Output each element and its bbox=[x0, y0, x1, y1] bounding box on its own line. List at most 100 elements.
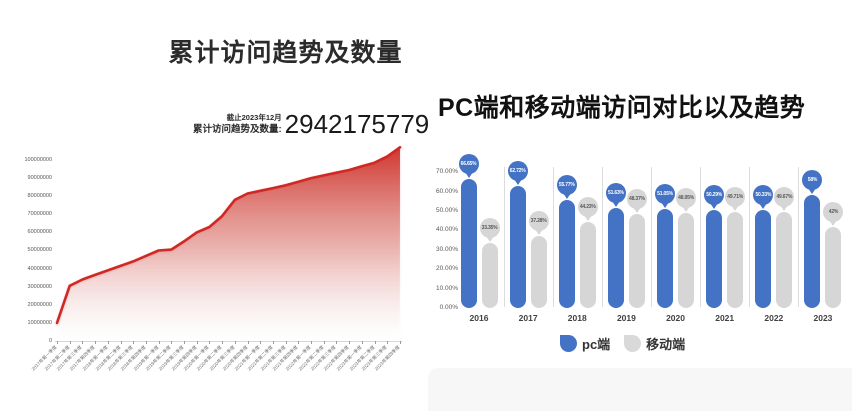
balloon-tail-icon bbox=[710, 203, 719, 210]
right-y-tick-label: 60.00% bbox=[435, 187, 458, 195]
group-separator bbox=[552, 167, 554, 307]
left-x-tick bbox=[82, 341, 84, 344]
left-x-tick bbox=[400, 341, 401, 344]
left-y-tick-label: 30000000 bbox=[27, 283, 52, 290]
annotation-date: 截止2023年12月 bbox=[226, 113, 282, 122]
pc-value-balloon: 58% bbox=[802, 170, 823, 191]
balloon-tail-icon bbox=[562, 192, 571, 199]
balloon-tail-icon bbox=[513, 179, 522, 186]
mobile-value-balloon: 48.95% bbox=[676, 188, 697, 209]
pc-value-balloon: 51.05% bbox=[655, 183, 676, 204]
left-x-tick bbox=[361, 341, 363, 344]
right-y-tick-label: 70.00% bbox=[435, 168, 458, 176]
left-y-tick-label: 80000000 bbox=[27, 193, 52, 200]
left-x-tick bbox=[196, 341, 198, 344]
left-x-tick bbox=[311, 341, 313, 344]
left-y-tick-label: 10000000 bbox=[27, 319, 52, 326]
legend-item-mobile: 移动端 bbox=[624, 334, 685, 353]
left-x-tick bbox=[57, 341, 58, 344]
pc-bar bbox=[755, 210, 772, 308]
left-chart-title: 累计访问趋势及数量 bbox=[168, 39, 403, 67]
left-y-tick-label: 70000000 bbox=[27, 211, 52, 218]
legend-label-pc: pc端 bbox=[582, 337, 611, 352]
pc-bar bbox=[509, 186, 526, 308]
right-y-tick-label: 0.00% bbox=[439, 304, 458, 311]
left-x-tick bbox=[336, 341, 338, 344]
balloon-tail-icon bbox=[661, 201, 670, 208]
left-x-tick bbox=[234, 341, 236, 344]
group-separator bbox=[601, 167, 603, 307]
right-y-tick-label: 30.00% bbox=[435, 245, 458, 253]
left-x-tick bbox=[95, 341, 97, 344]
year-label: 2017 bbox=[518, 313, 538, 323]
pc-bar bbox=[460, 178, 477, 308]
balloon-tail-icon bbox=[759, 203, 768, 210]
group-separator bbox=[749, 167, 751, 307]
balloon-tail-icon bbox=[611, 200, 620, 207]
left-x-tick bbox=[69, 341, 71, 344]
balloon-tail-icon bbox=[485, 236, 494, 243]
legend-label-mobile: 移动端 bbox=[646, 337, 686, 352]
year-label: 2020 bbox=[666, 313, 685, 323]
balloon-tail-icon bbox=[632, 207, 641, 214]
total-annotation: 截止2023年12月 累计访问趋势及数量: 2942175779 bbox=[193, 111, 429, 137]
year-label: 2021 bbox=[715, 313, 735, 323]
mobile-value-balloon: 44.23% bbox=[577, 197, 598, 218]
pc-value-balloon: 55.77% bbox=[556, 174, 577, 195]
pc-bar bbox=[558, 199, 575, 308]
pc-value-balloon: 62.72% bbox=[507, 161, 528, 182]
left-x-tick bbox=[387, 341, 389, 344]
left-x-tick bbox=[272, 341, 274, 344]
left-x-tick bbox=[285, 341, 287, 344]
left-y-tick-label: 50000000 bbox=[27, 247, 52, 254]
group-separator bbox=[798, 167, 800, 307]
right-y-tick-label: 50.00% bbox=[435, 207, 458, 214]
pc-bar bbox=[607, 207, 624, 308]
left-x-tick bbox=[349, 341, 351, 344]
right-y-tick-label: 10.00% bbox=[435, 284, 458, 292]
area-series-fill bbox=[57, 147, 400, 341]
mobile-bar bbox=[825, 226, 842, 308]
mobile-drop-icon bbox=[624, 335, 642, 352]
left-x-tick bbox=[323, 341, 325, 344]
mobile-bar bbox=[628, 214, 645, 308]
left-y-tick-label: 20000000 bbox=[27, 301, 52, 308]
pc-bar bbox=[706, 210, 723, 308]
left-y-tick-label: 100000000 bbox=[24, 156, 52, 163]
mobile-bar bbox=[481, 243, 498, 308]
left-x-tick bbox=[184, 341, 186, 344]
pc-value-balloon: 50.33% bbox=[753, 185, 774, 206]
mobile-bar bbox=[579, 222, 596, 308]
year-label: 2022 bbox=[764, 313, 784, 323]
balloon-tail-icon bbox=[464, 171, 473, 178]
pc-value-balloon: 66.65% bbox=[458, 153, 479, 174]
balloon-tail-icon bbox=[731, 204, 740, 211]
annotation-total-value: 2942175779 bbox=[284, 109, 430, 139]
legend-item-pc: pc端 bbox=[560, 334, 610, 353]
left-y-tick-label: 40000000 bbox=[27, 265, 52, 272]
group-separator bbox=[503, 167, 505, 307]
mobile-value-balloon: 49.71% bbox=[725, 186, 746, 207]
mobile-bar bbox=[678, 213, 695, 308]
left-x-tick bbox=[120, 341, 122, 344]
group-separator bbox=[700, 167, 702, 307]
balloon-tail-icon bbox=[583, 215, 592, 222]
pc-value-balloon: 51.63% bbox=[605, 182, 626, 203]
right-chart-title: PC端和移动端访问对比以及趋势 bbox=[438, 94, 806, 122]
area-series-line bbox=[55, 146, 402, 325]
left-x-tick bbox=[158, 341, 160, 344]
balloon-tail-icon bbox=[829, 219, 838, 226]
mobile-value-balloon: 33.35% bbox=[479, 218, 500, 239]
annotation-label: 累计访问趋势及数量: bbox=[193, 124, 282, 135]
left-y-tick-label: 90000000 bbox=[27, 175, 52, 182]
mobile-bar bbox=[727, 211, 744, 308]
mobile-value-balloon: 48.37% bbox=[626, 189, 647, 210]
pc-value-balloon: 50.29% bbox=[704, 185, 725, 206]
left-x-tick bbox=[247, 341, 249, 344]
left-x-tick bbox=[222, 341, 224, 344]
left-x-tick bbox=[145, 341, 147, 344]
bottom-band bbox=[428, 368, 852, 411]
pc-drop-icon bbox=[560, 335, 577, 352]
left-x-tick bbox=[298, 341, 300, 344]
year-label: 2023 bbox=[813, 313, 833, 323]
